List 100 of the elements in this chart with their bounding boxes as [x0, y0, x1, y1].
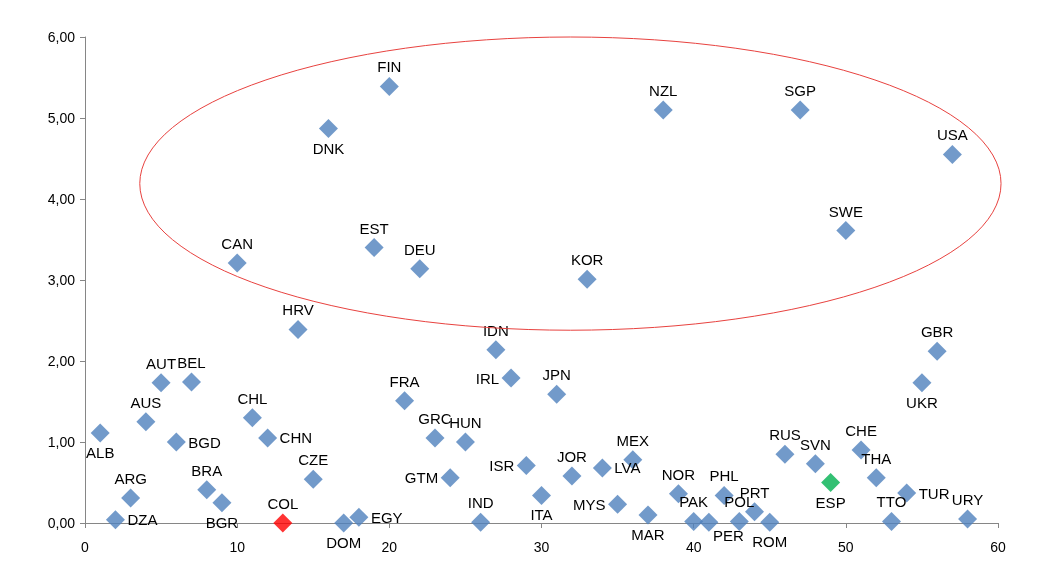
point: [790, 100, 810, 120]
point: [729, 511, 749, 531]
point: [197, 480, 217, 500]
point: [105, 510, 125, 530]
x-tick-label: 20: [381, 539, 398, 555]
annotation: URY: [951, 490, 984, 508]
annotation: AUS: [130, 393, 162, 411]
y-tick-label: 6,00: [47, 29, 76, 45]
point: [836, 221, 856, 241]
annotation: PAK: [679, 493, 709, 511]
point: [288, 319, 308, 339]
annotation: DNK: [312, 139, 345, 157]
annotation: BGD: [188, 433, 221, 451]
y-tick-label: 1,00: [47, 434, 76, 450]
annotation: PHL: [709, 467, 739, 485]
point: [273, 513, 293, 533]
point: [379, 76, 399, 96]
annotation: MYS: [573, 495, 606, 513]
point: [942, 144, 962, 164]
point: [881, 511, 901, 531]
point: [455, 432, 475, 452]
annotation: DEU: [403, 240, 436, 258]
point: [166, 432, 186, 452]
annotation: ALB: [86, 444, 115, 462]
point: [608, 494, 628, 514]
annotation: THA: [861, 449, 892, 467]
annotation: DOM: [326, 534, 362, 551]
x-tick-label: 50: [838, 539, 854, 555]
point: [258, 428, 278, 448]
point: [440, 468, 460, 488]
point: [136, 412, 156, 432]
point: [775, 444, 795, 464]
point: [699, 512, 719, 532]
annotation: GTM: [404, 469, 439, 487]
annotation: SGP: [784, 81, 817, 99]
annotation: ISR: [489, 456, 515, 474]
annotation: ITA: [530, 506, 553, 524]
point: [486, 340, 506, 360]
annotation: CZE: [298, 451, 329, 469]
point: [547, 384, 567, 404]
point: [395, 391, 415, 411]
annotation: PER: [712, 527, 744, 545]
annotation: SWE: [828, 202, 863, 220]
annotation: MAR: [631, 525, 665, 543]
annotation: JOR: [556, 448, 588, 466]
annotation: RUS: [769, 426, 801, 444]
point: [151, 373, 171, 393]
point: [592, 458, 612, 478]
annotation: MEX: [616, 431, 650, 449]
point: [532, 485, 551, 505]
annotation: CAN: [221, 234, 253, 252]
point: [958, 509, 978, 529]
annotation: CHN: [279, 429, 313, 447]
annotation: GBR: [920, 323, 954, 341]
y-tick-label: 0,00: [47, 515, 76, 531]
annotation: EST: [359, 219, 389, 237]
point: [912, 373, 932, 393]
y-tick-label: 5,00: [47, 110, 76, 126]
point: [242, 408, 262, 428]
point: [760, 512, 780, 532]
annotation: IRL: [475, 369, 500, 387]
point: [227, 253, 247, 273]
annotation: JPN: [542, 366, 571, 384]
point: [334, 513, 354, 533]
point: [182, 372, 202, 392]
annotation: BEL: [177, 354, 206, 372]
x-tick-label: 40: [685, 539, 702, 555]
annotation: AUT: [146, 354, 177, 372]
annotation: COL: [267, 495, 299, 512]
point: [577, 269, 597, 289]
annotation: HRV: [282, 301, 314, 319]
point: [303, 469, 323, 489]
annotation: KOR: [570, 251, 604, 269]
x-tick-label: 60: [990, 539, 1006, 555]
annotation: DZA: [127, 511, 158, 529]
annotation: IND: [467, 494, 494, 512]
point: [562, 466, 582, 486]
point: [821, 473, 841, 492]
x-tick-label: 10: [229, 539, 246, 555]
y-tick-label: 3,00: [47, 272, 76, 288]
point: [318, 119, 338, 139]
point: [653, 100, 673, 120]
point: [212, 493, 232, 513]
point: [866, 468, 886, 488]
annotation: EGY: [370, 508, 403, 526]
point: [410, 259, 430, 279]
annotation: CHE: [845, 422, 877, 440]
x-tick-label: 30: [533, 539, 550, 555]
annotation: UKR: [906, 393, 938, 411]
point: [90, 423, 110, 443]
point: [364, 238, 384, 258]
point: [927, 341, 947, 361]
annotation: FIN: [377, 58, 402, 76]
point: [638, 505, 658, 525]
y-tick-label: 4,00: [47, 191, 76, 207]
point: [501, 368, 521, 388]
annotation: NOR: [661, 465, 696, 483]
annotation: BRA: [191, 461, 223, 479]
y-tick-label: 2,00: [47, 353, 76, 369]
point: [425, 428, 445, 448]
